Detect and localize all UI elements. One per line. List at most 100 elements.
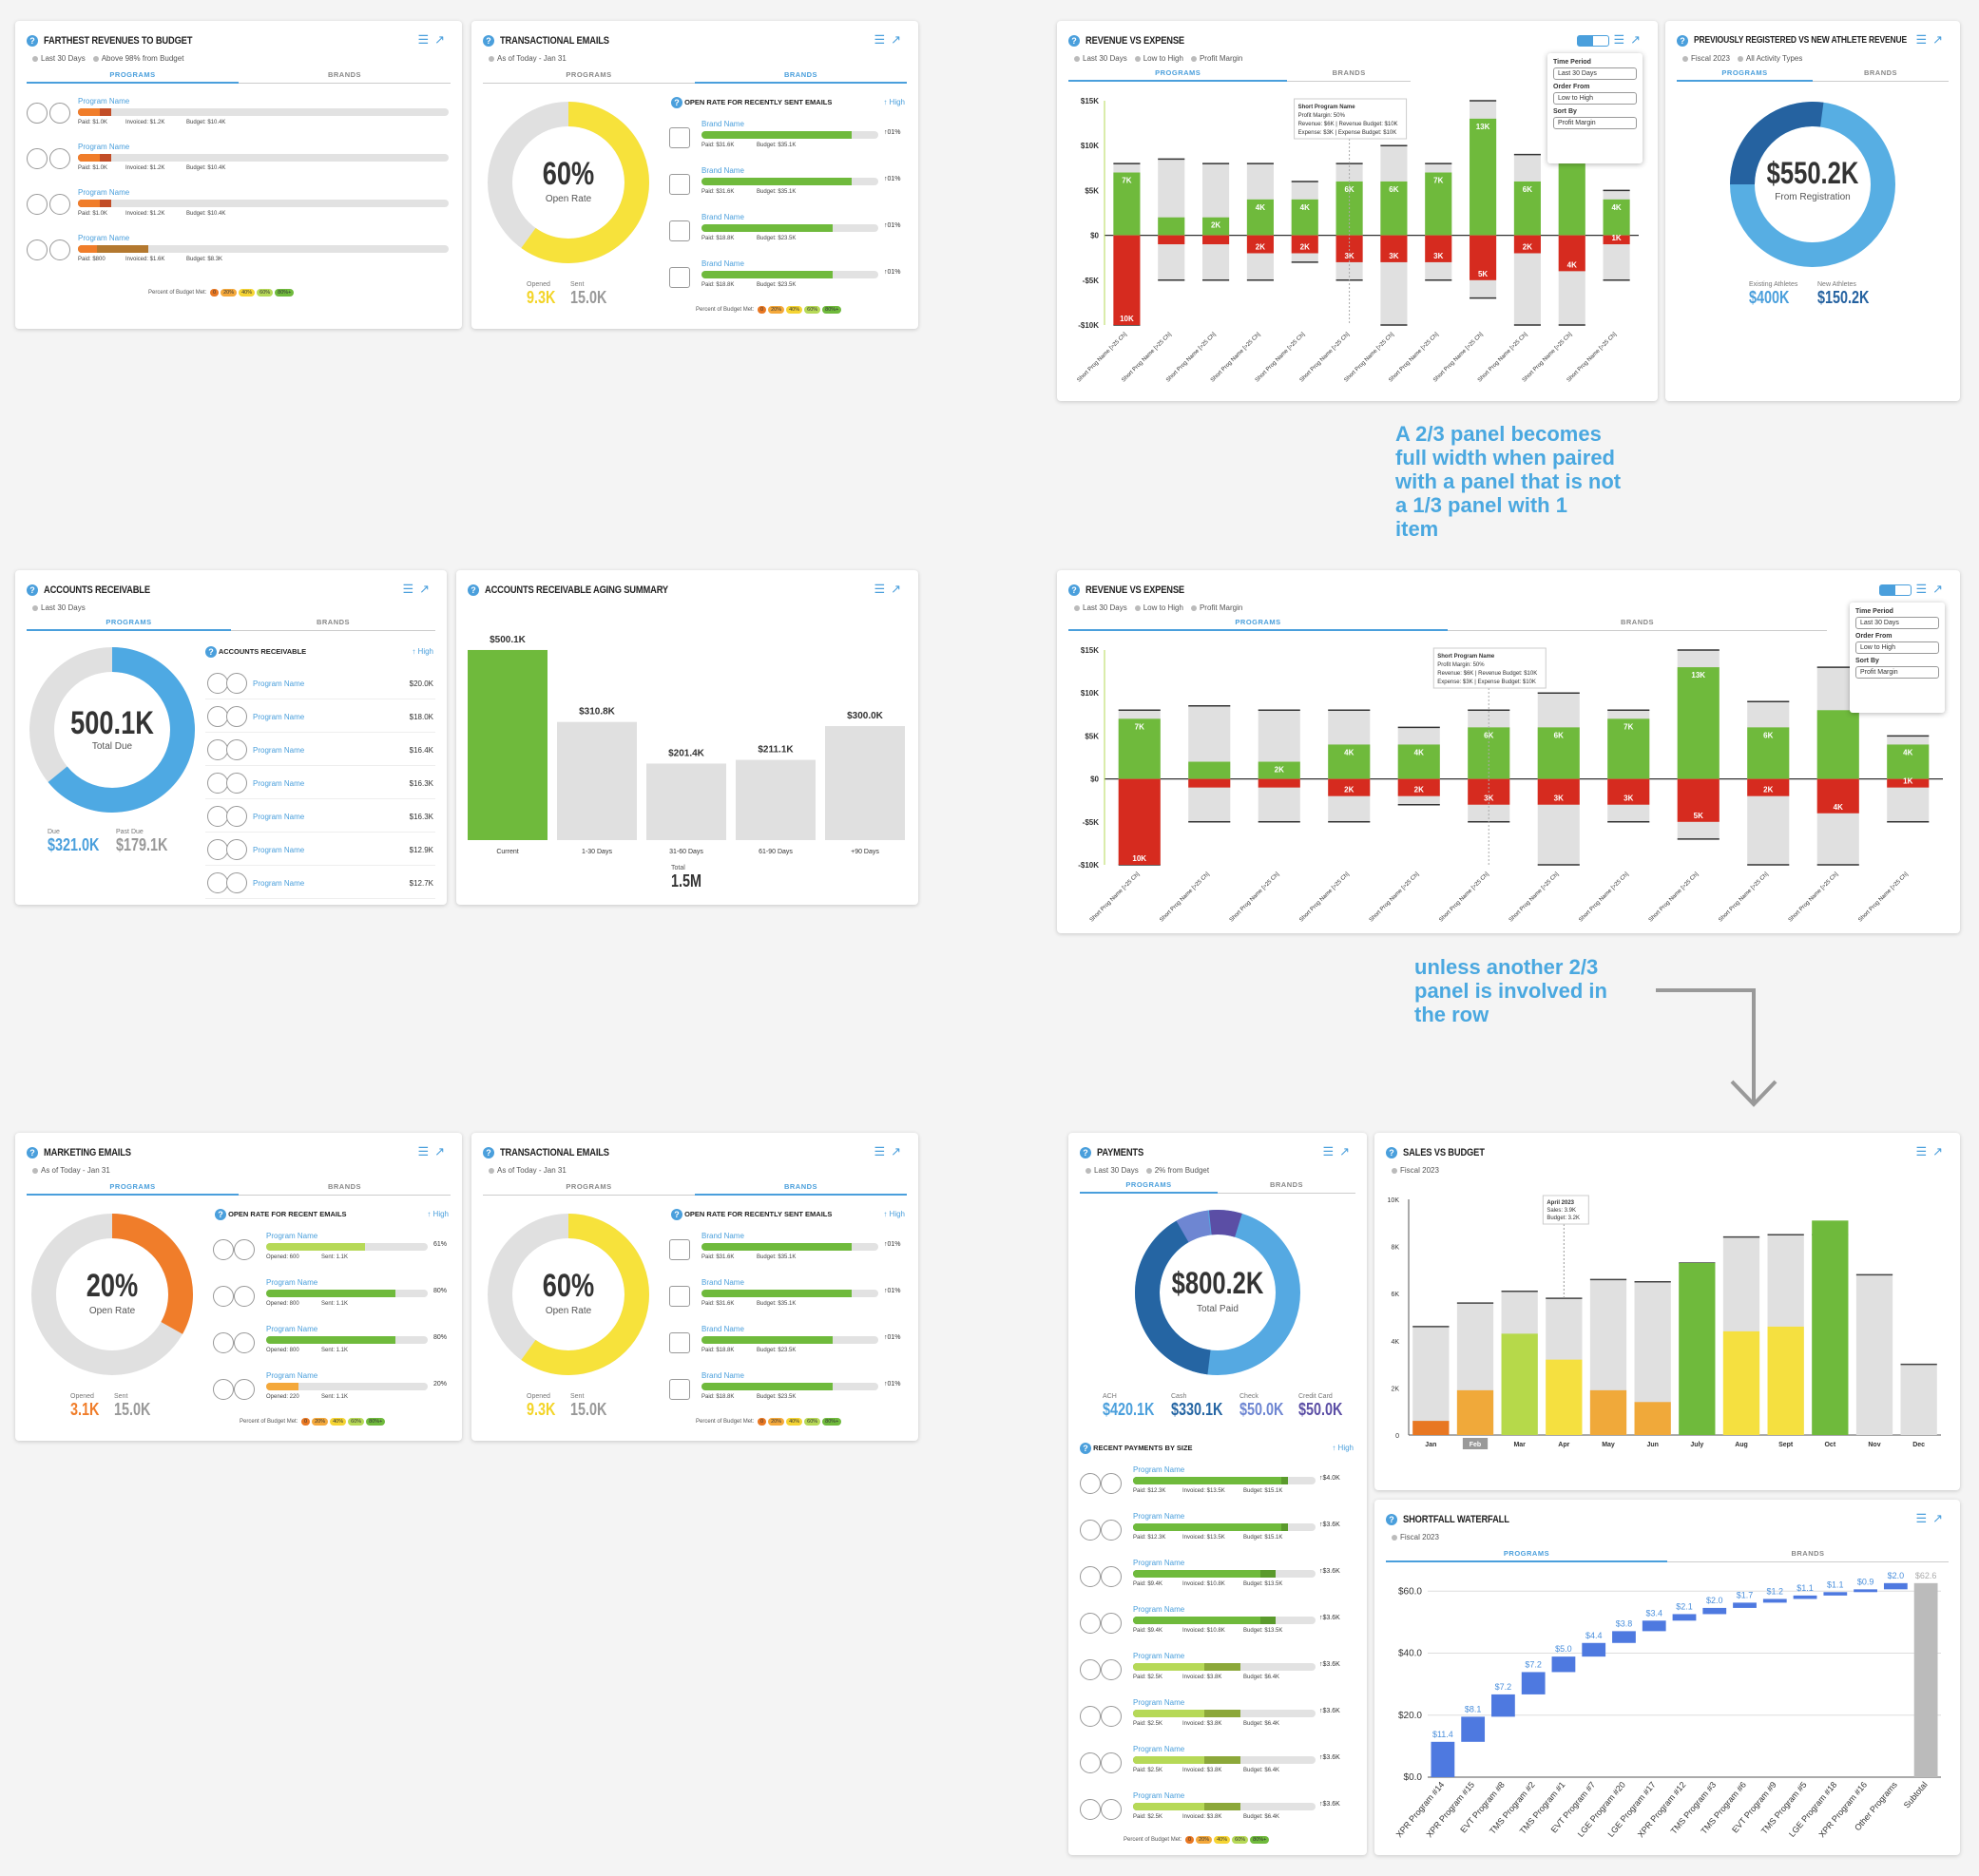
tab-brands[interactable]: BRANDS bbox=[327, 70, 362, 79]
program-row[interactable]: Program Name $12.9K bbox=[15, 837, 447, 866]
program-row[interactable]: Program Name ↑$3.6K Paid: $2.5K Invoiced: $… bbox=[1068, 1791, 1367, 1833]
program-name-link[interactable]: Program Name bbox=[78, 143, 130, 151]
settings-icon[interactable]: ☰ bbox=[874, 1144, 892, 1158]
program-row[interactable]: Program Name Paid: $800 Invoiced: $1.6K Bud… bbox=[15, 234, 462, 276]
open-external-icon[interactable]: ↗ bbox=[1932, 1511, 1949, 1525]
program-row[interactable]: Program Name Paid: $1.0K Invoiced: $1.2K Bu… bbox=[15, 188, 462, 230]
program-name-link[interactable]: Program Name bbox=[1133, 1465, 1185, 1474]
program-row[interactable]: Program Name Paid: $1.0K Invoiced: $1.2K Bu… bbox=[15, 97, 462, 139]
help-icon[interactable]: ? bbox=[468, 584, 479, 596]
help-icon[interactable]: ? bbox=[1068, 584, 1080, 596]
help-icon[interactable]: ? bbox=[1080, 1146, 1091, 1158]
help-icon[interactable]: ? bbox=[483, 1146, 494, 1158]
program-name-link[interactable]: Program Name bbox=[266, 1232, 318, 1240]
open-external-icon[interactable]: ↗ bbox=[1932, 582, 1949, 596]
program-name-link[interactable]: Program Name bbox=[78, 188, 130, 197]
program-row[interactable]: Program Name ↑$3.6K Paid: $9.4K Invoiced: $… bbox=[1068, 1605, 1367, 1647]
brand-row[interactable]: Brand Name ↑01% Paid: $31.6K Budget: $35.1K bbox=[471, 166, 918, 208]
help-icon[interactable]: ? bbox=[27, 1146, 38, 1158]
sort-high[interactable]: ↑ High bbox=[412, 647, 433, 656]
program-name-link[interactable]: Program Name bbox=[253, 779, 305, 788]
tab-programs[interactable]: PROGRAMS bbox=[566, 1182, 612, 1191]
open-external-icon[interactable]: ↗ bbox=[891, 1144, 907, 1158]
tab-brands[interactable]: BRANDS bbox=[1863, 68, 1898, 77]
settings-icon[interactable]: ☰ bbox=[417, 1144, 435, 1158]
tab-brands[interactable]: BRANDS bbox=[1332, 68, 1366, 77]
program-row[interactable]: Program Name $16.4K bbox=[15, 737, 447, 766]
program-name-link[interactable]: Program Name bbox=[1133, 1745, 1185, 1753]
dropdown-tp[interactable]: Last 30 Days bbox=[1553, 67, 1637, 80]
program-name-link[interactable]: Program Name bbox=[253, 879, 305, 888]
program-row[interactable]: Program Name 61% Opened: 600 Sent: 1.1K bbox=[15, 1232, 462, 1273]
brand-name-link[interactable]: Brand Name bbox=[701, 1278, 744, 1287]
brand-name-link[interactable]: Brand Name bbox=[701, 1232, 744, 1240]
open-external-icon[interactable]: ↗ bbox=[1932, 1144, 1949, 1158]
program-row[interactable]: Program Name $16.3K bbox=[15, 771, 447, 799]
open-external-icon[interactable]: ↗ bbox=[891, 582, 907, 596]
program-row[interactable]: Program Name 20% Opened: 220 Sent: 1.1K bbox=[15, 1371, 462, 1413]
brand-row[interactable]: Brand Name ↑01% Paid: $31.6K Budget: $35.1K bbox=[471, 1278, 918, 1320]
settings-icon[interactable]: ☰ bbox=[402, 582, 420, 596]
dropdown-sb[interactable]: Profit Margin bbox=[1855, 666, 1939, 679]
open-external-icon[interactable]: ↗ bbox=[1630, 32, 1646, 47]
program-name-link[interactable]: Program Name bbox=[1133, 1559, 1185, 1567]
help-icon[interactable]: ? bbox=[27, 584, 38, 596]
program-row[interactable]: Program Name $20.0K bbox=[15, 671, 447, 699]
sort-high[interactable]: ↑ High bbox=[427, 1210, 449, 1218]
chart-view-toggle[interactable] bbox=[1879, 584, 1912, 596]
brand-row[interactable]: Brand Name ↑01% Paid: $31.6K Budget: $35.1K bbox=[471, 120, 918, 162]
sort-high[interactable]: ↑ High bbox=[883, 1210, 905, 1218]
open-external-icon[interactable]: ↗ bbox=[1932, 32, 1949, 47]
program-name-link[interactable]: Program Name bbox=[1133, 1605, 1185, 1614]
help-icon[interactable]: ? bbox=[483, 34, 494, 47]
program-row[interactable]: Program Name $18.0K bbox=[15, 704, 447, 733]
tab-programs[interactable]: PROGRAMS bbox=[27, 70, 239, 84]
program-name-link[interactable]: Program Name bbox=[1133, 1652, 1185, 1660]
program-row[interactable]: Program Name Paid: $1.0K Invoiced: $1.2K Bu… bbox=[15, 143, 462, 184]
settings-icon[interactable]: ☰ bbox=[1915, 1144, 1933, 1158]
brand-name-link[interactable]: Brand Name bbox=[701, 120, 744, 128]
tab-programs[interactable]: PROGRAMS bbox=[27, 1182, 239, 1196]
tab-programs[interactable]: PROGRAMS bbox=[27, 618, 231, 631]
brand-row[interactable]: Brand Name ↑01% Paid: $31.6K Budget: $35.1K bbox=[471, 1232, 918, 1273]
settings-icon[interactable]: ☰ bbox=[1322, 1144, 1340, 1158]
program-name-link[interactable]: Program Name bbox=[253, 713, 305, 721]
tab-programs[interactable]: PROGRAMS bbox=[1386, 1549, 1667, 1562]
open-external-icon[interactable]: ↗ bbox=[434, 32, 451, 47]
program-name-link[interactable]: Program Name bbox=[253, 746, 305, 755]
program-name-link[interactable]: Program Name bbox=[1133, 1698, 1185, 1707]
program-row[interactable]: Program Name ↑$3.6K Paid: $9.4K Invoiced: $… bbox=[1068, 1559, 1367, 1600]
tab-brands[interactable]: BRANDS bbox=[1620, 618, 1655, 626]
open-external-icon[interactable]: ↗ bbox=[891, 32, 907, 47]
program-row[interactable]: Program Name ↑$4.0K Paid: $12.3K Invoiced: … bbox=[1068, 1465, 1367, 1507]
program-name-link[interactable]: Program Name bbox=[78, 97, 130, 105]
program-row[interactable]: Program Name 80% Opened: 800 Sent: 1.1K bbox=[15, 1278, 462, 1320]
program-name-link[interactable]: Program Name bbox=[1133, 1512, 1185, 1521]
tab-brands[interactable]: BRANDS bbox=[327, 1182, 362, 1191]
tab-brands[interactable]: BRANDS bbox=[695, 70, 907, 84]
program-row[interactable]: Program Name $16.3K bbox=[15, 804, 447, 833]
tab-brands[interactable]: BRANDS bbox=[316, 618, 351, 626]
brand-name-link[interactable]: Brand Name bbox=[701, 166, 744, 175]
settings-icon[interactable]: ☰ bbox=[874, 32, 892, 47]
dropdown-sb[interactable]: Profit Margin bbox=[1553, 117, 1637, 129]
help-icon[interactable]: ? bbox=[1386, 1146, 1397, 1158]
brand-name-link[interactable]: Brand Name bbox=[701, 259, 744, 268]
program-name-link[interactable]: Program Name bbox=[253, 846, 305, 854]
settings-icon[interactable]: ☰ bbox=[1915, 32, 1933, 47]
settings-icon[interactable]: ☰ bbox=[874, 582, 892, 596]
program-name-link[interactable]: Program Name bbox=[78, 234, 130, 242]
program-name-link[interactable]: Program Name bbox=[253, 813, 305, 821]
help-icon[interactable]: ? bbox=[1677, 34, 1688, 47]
help-icon[interactable]: ? bbox=[1386, 1513, 1397, 1525]
settings-icon[interactable]: ☰ bbox=[1915, 582, 1933, 596]
program-row[interactable]: Program Name ↑$3.6K Paid: $2.5K Invoiced: $… bbox=[1068, 1652, 1367, 1694]
program-name-link[interactable]: Program Name bbox=[1133, 1791, 1185, 1800]
brand-name-link[interactable]: Brand Name bbox=[701, 1325, 744, 1333]
brand-name-link[interactable]: Brand Name bbox=[701, 1371, 744, 1380]
brand-name-link[interactable]: Brand Name bbox=[701, 213, 744, 221]
brand-row[interactable]: Brand Name ↑01% Paid: $18.8K Budget: $23.5K bbox=[471, 1325, 918, 1367]
program-name-link[interactable]: Program Name bbox=[266, 1278, 318, 1287]
sort-high[interactable]: ↑ High bbox=[883, 98, 905, 106]
tab-brands[interactable]: BRANDS bbox=[1791, 1549, 1825, 1558]
